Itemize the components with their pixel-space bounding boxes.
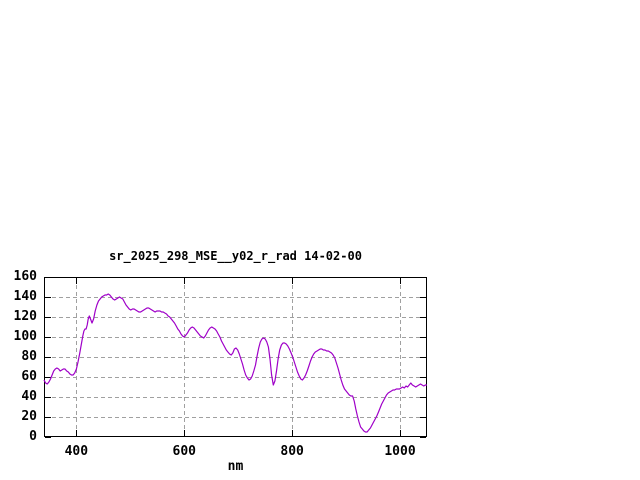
x-tick-label: 800 xyxy=(280,444,304,459)
y-tick-label: 100 xyxy=(13,329,37,344)
y-tick-label: 160 xyxy=(13,269,37,284)
y-tick-label: 80 xyxy=(21,349,37,364)
chart-title: sr_2025_298_MSE__y02_r_rad 14-02-00 xyxy=(109,249,362,263)
x-tick-label: 600 xyxy=(172,444,196,459)
y-tick-label: 120 xyxy=(13,309,37,324)
x-tick-label: 400 xyxy=(64,444,89,459)
plot-frame xyxy=(44,277,427,437)
y-tick-label: 140 xyxy=(13,289,37,304)
x-tick-label: 1000 xyxy=(384,444,416,459)
y-tick-label: 40 xyxy=(21,389,37,404)
x-axis-label: nm xyxy=(227,459,244,474)
y-tick-label: 20 xyxy=(21,409,37,424)
y-tick-label: 0 xyxy=(29,429,37,444)
series-line xyxy=(43,293,427,433)
y-tick-label: 60 xyxy=(21,369,37,384)
